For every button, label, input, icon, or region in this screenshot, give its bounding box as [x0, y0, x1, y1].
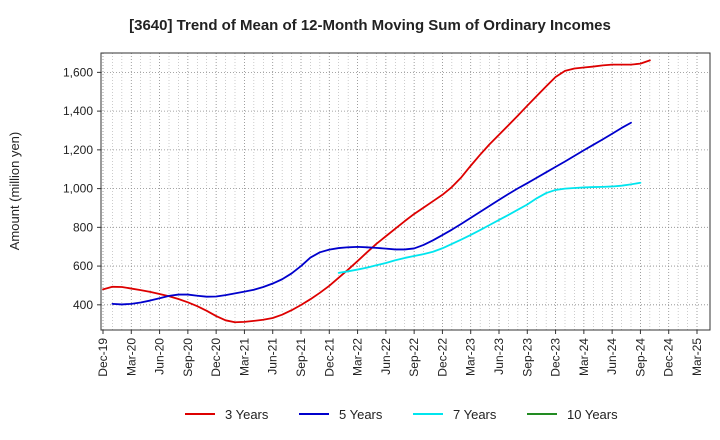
y-tick-label: 1,400	[63, 104, 93, 118]
x-tick-label: Mar-24	[577, 338, 591, 376]
x-tick-label: Jun-21	[266, 338, 280, 375]
x-tick-label: Jun-23	[492, 338, 506, 375]
x-tick-label: Jun-20	[153, 338, 167, 375]
x-tick-label: Mar-23	[464, 338, 478, 376]
y-tick-label: 400	[73, 298, 93, 312]
chart-title: [3640] Trend of Mean of 12-Month Moving …	[129, 17, 611, 34]
legend-label: 5 Years	[339, 407, 383, 422]
x-tick-label: Mar-21	[237, 338, 251, 376]
x-tick-label: Sep-22	[407, 338, 421, 377]
y-axis-label: Amount (million yen)	[7, 132, 22, 251]
y-tick-label: 1,000	[63, 182, 93, 196]
y-tick-label: 800	[73, 220, 93, 234]
series-line-5-years	[111, 121, 632, 306]
x-tick-label: Dec-21	[322, 338, 336, 377]
legend-label: 10 Years	[567, 407, 618, 422]
x-tick-label: Mar-25	[690, 338, 704, 376]
y-axis-ticks: 400 600 800 1,000 1,200 1,400 1,600	[63, 65, 101, 312]
legend-label: 7 Years	[453, 407, 497, 422]
x-tick-label: Dec-22	[435, 338, 449, 377]
x-tick-label: Mar-20	[124, 338, 138, 376]
grid-lines	[101, 53, 710, 330]
x-tick-label: Sep-20	[181, 338, 195, 377]
x-tick-label: Dec-20	[209, 338, 223, 377]
y-tick-label: 600	[73, 259, 93, 273]
y-tick-label: 1,600	[63, 65, 93, 79]
legend-label: 3 Years	[225, 407, 269, 422]
series-line-7-years	[337, 181, 642, 274]
x-tick-label: Mar-22	[351, 338, 365, 376]
plot-area	[101, 53, 710, 330]
x-tick-label: Jun-24	[605, 338, 619, 375]
y-tick-label: 1,200	[63, 143, 93, 157]
series-lines	[102, 59, 651, 324]
x-axis-ticks: Dec-19 Mar-20 Jun-20 Sep-20 Dec-20 Mar-21 Jun-…	[96, 330, 704, 377]
x-tick-label: Sep-21	[294, 338, 308, 377]
x-tick-label: Sep-24	[633, 338, 647, 377]
x-tick-label: Dec-19	[96, 338, 110, 377]
series-line-3-years	[102, 59, 651, 324]
x-tick-label: Dec-23	[549, 338, 563, 377]
x-tick-label: Jun-22	[379, 338, 393, 375]
legend: 3 Years 5 Years 7 Years 10 Years	[185, 407, 618, 422]
x-tick-label: Sep-23	[520, 338, 534, 377]
plot-frame	[100, 52, 711, 331]
x-tick-label: Dec-24	[662, 338, 676, 377]
